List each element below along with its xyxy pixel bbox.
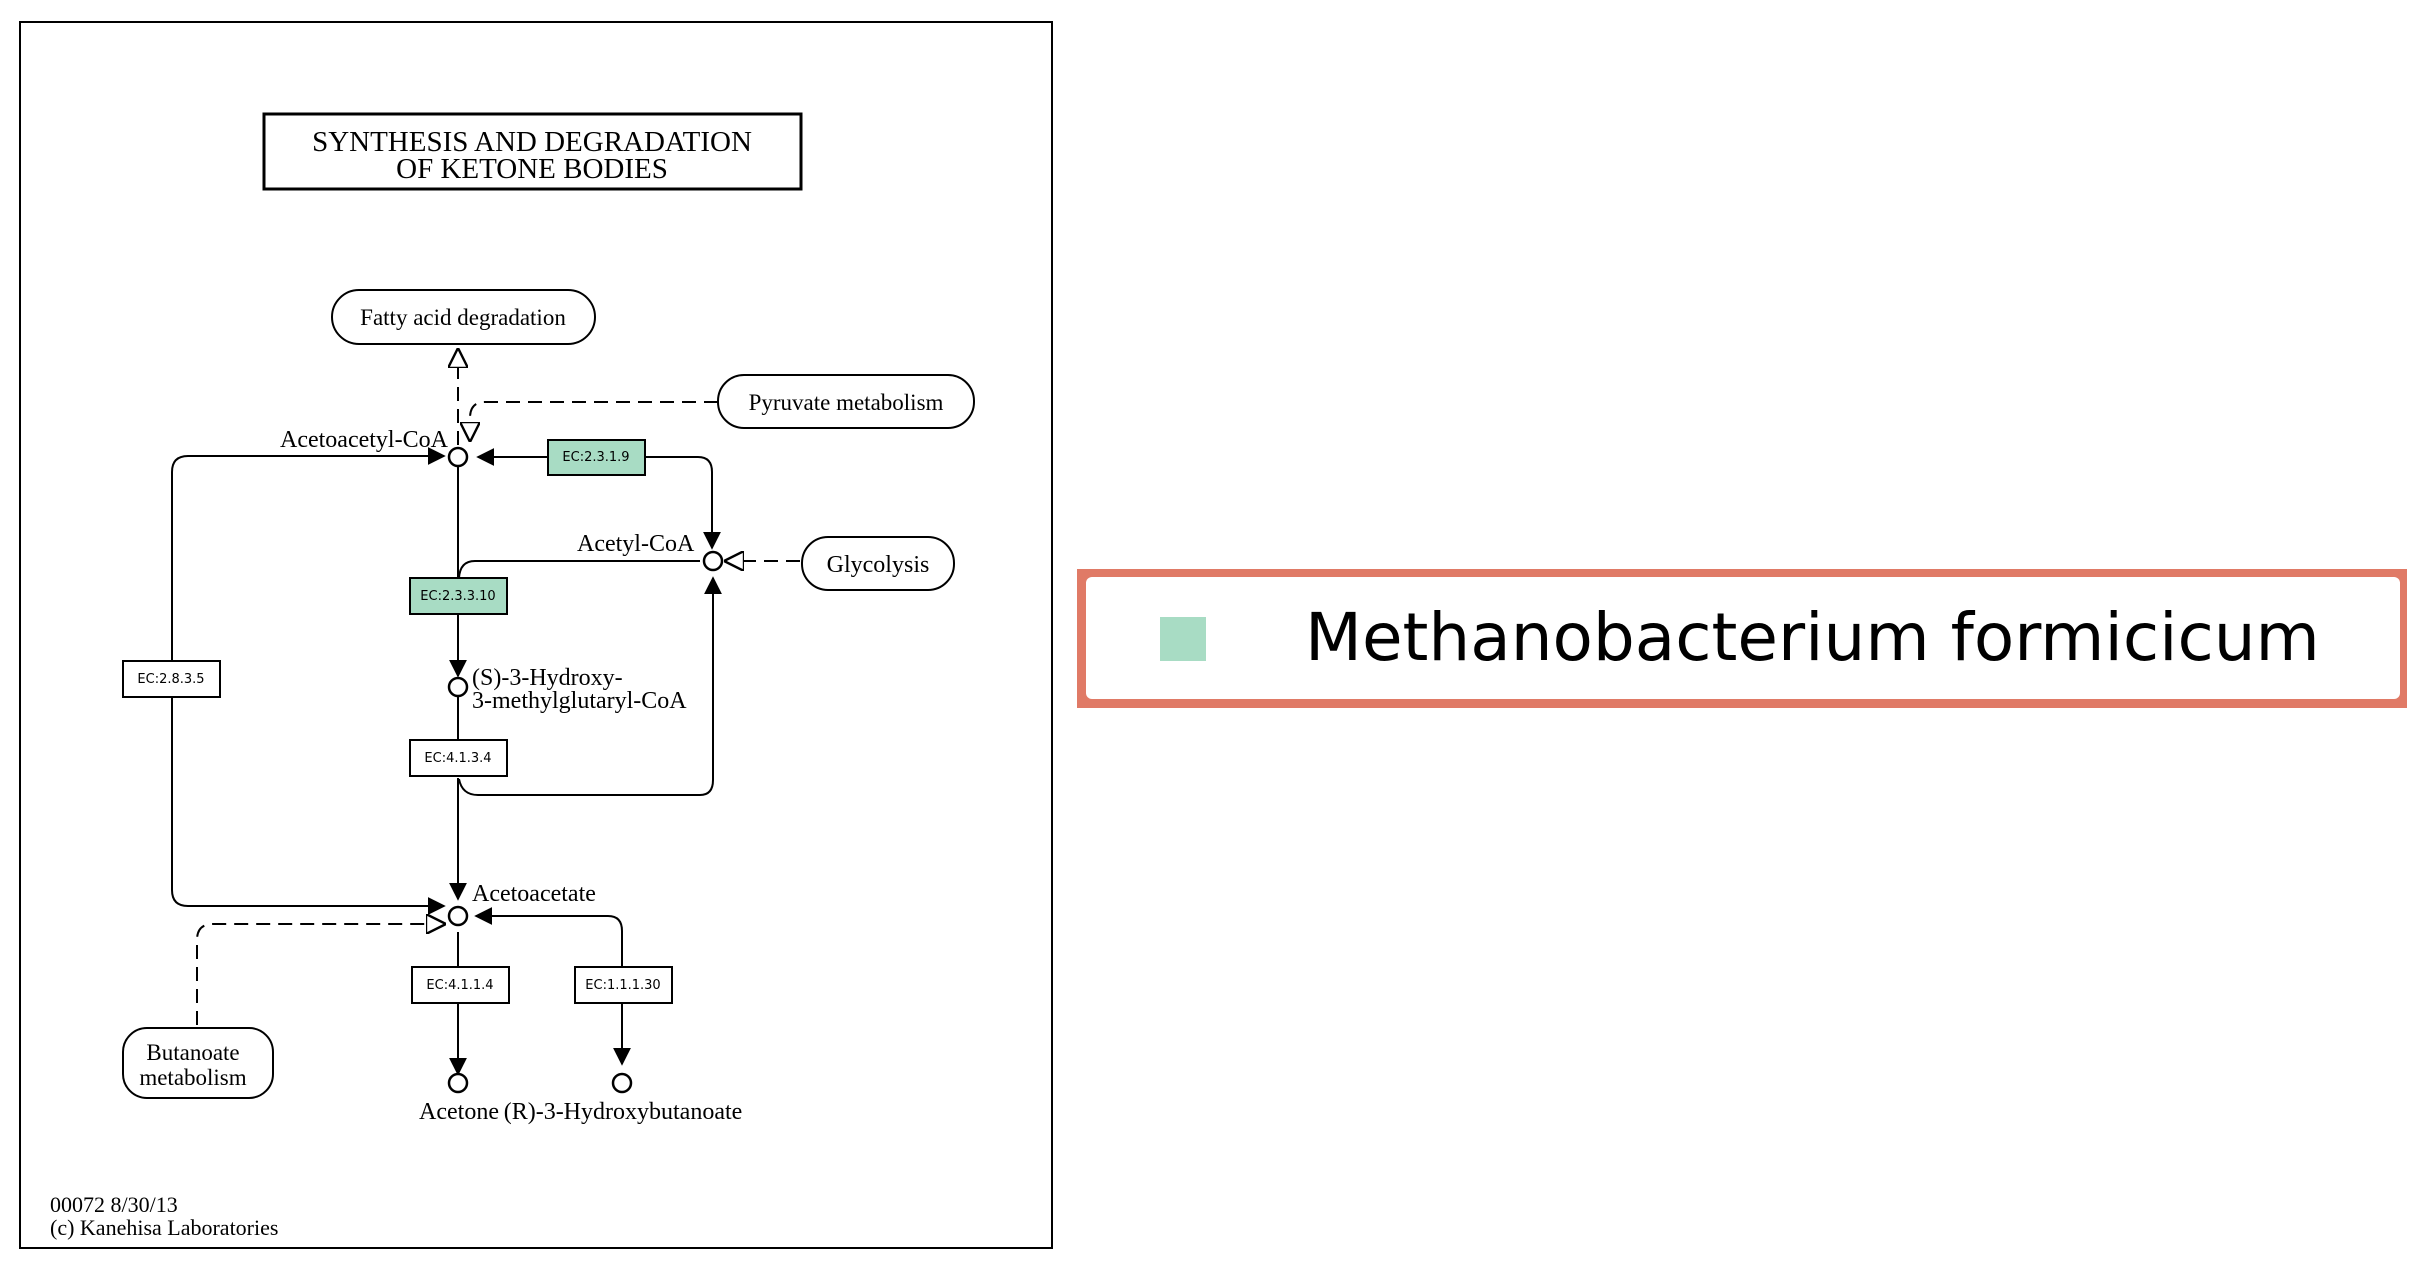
map-glycolysis-label: Glycolysis [827, 552, 930, 578]
pathway-map: SYNTHESIS AND DEGRADATION OF KETONE BODI… [19, 21, 1053, 1249]
map-butanoate-metabolism[interactable] [122, 1027, 274, 1099]
legend-inner [1086, 577, 2400, 699]
compound-label-acetyl-coa: Acetyl-CoA [577, 531, 695, 557]
map-pyruvate-label: Pyruvate metabolism [749, 390, 944, 415]
edge-butanoate [196, 924, 444, 1025]
compound-node-hydroxybutanoate[interactable] [611, 1072, 633, 1094]
compound-node-hmg-coa[interactable] [447, 676, 469, 698]
enzyme-ec-2-3-1-9[interactable]: EC:2.3.1.9 [547, 439, 646, 476]
enzyme-ec-4-1-3-4[interactable]: EC:4.1.3.4 [409, 739, 508, 777]
compound-label-hmg-coa-line1: (S)-3-Hydroxy- [472, 665, 623, 691]
enzyme-label: EC:1.1.1.30 [585, 978, 660, 993]
edge-pyruvate [470, 401, 718, 440]
title-box [262, 112, 803, 191]
footer-map-id: 00072 8/30/13 [50, 1192, 178, 1217]
map-pyruvate-metabolism[interactable] [717, 374, 975, 429]
edge-acetoacetate-to-ec11130 [474, 907, 631, 1066]
edge-acetylcoa-to-trunk [458, 560, 700, 579]
legend-swatch [1160, 617, 1206, 661]
organism-legend: Methanobacterium formicicum [1077, 569, 2407, 708]
map-fatty-acid-label: Fatty acid degradation [360, 305, 566, 330]
edge-ec2319-to-acetylcoa [645, 456, 721, 550]
compound-node-acetoacetate[interactable] [447, 905, 469, 927]
compound-label-acetoacetyl-coa: Acetoacetyl-CoA [280, 427, 449, 453]
footer-copyright: (c) Kanehisa Laboratories [50, 1215, 278, 1240]
compound-label-hydroxybutanoate: (R)-3-Hydroxybutanoate [504, 1099, 743, 1125]
enzyme-label: EC:2.3.1.9 [562, 450, 629, 465]
pathway-title-line2: OF KETONE BODIES [396, 153, 668, 185]
compound-node-acetyl-coa[interactable] [702, 550, 724, 572]
enzyme-ec-2-3-3-10[interactable]: EC:2.3.3.10 [409, 577, 508, 615]
map-glycolysis[interactable] [801, 536, 955, 591]
pathway-title-line1: SYNTHESIS AND DEGRADATION [312, 126, 752, 158]
enzyme-label: EC:4.1.3.4 [424, 751, 491, 766]
compound-node-acetone[interactable] [447, 1072, 469, 1094]
enzyme-label: EC:4.1.1.4 [426, 978, 493, 993]
enzyme-label: EC:2.8.3.5 [137, 672, 204, 687]
map-butanoate-label-line2: metabolism [139, 1065, 246, 1090]
compound-node-acetoacetyl-coa[interactable] [447, 446, 469, 468]
enzyme-label: EC:2.3.3.10 [420, 589, 495, 604]
compound-label-hmg-coa-line2: 3-methylglutaryl-CoA [472, 688, 687, 714]
compound-label-acetoacetate: Acetoacetate [472, 881, 596, 907]
map-butanoate-label-line1: Butanoate [146, 1040, 239, 1065]
enzyme-ec-1-1-1-30[interactable]: EC:1.1.1.30 [574, 966, 673, 1004]
map-fatty-acid-degradation[interactable] [331, 289, 596, 345]
compound-label-acetone: Acetone [419, 1099, 499, 1125]
legend-organism-name: Methanobacterium formicicum [1305, 599, 2320, 676]
enzyme-ec-2-8-3-5[interactable]: EC:2.8.3.5 [122, 660, 221, 698]
enzyme-ec-4-1-1-4[interactable]: EC:4.1.1.4 [411, 966, 510, 1004]
edge-ec4134-to-acetylcoa [458, 576, 722, 796]
